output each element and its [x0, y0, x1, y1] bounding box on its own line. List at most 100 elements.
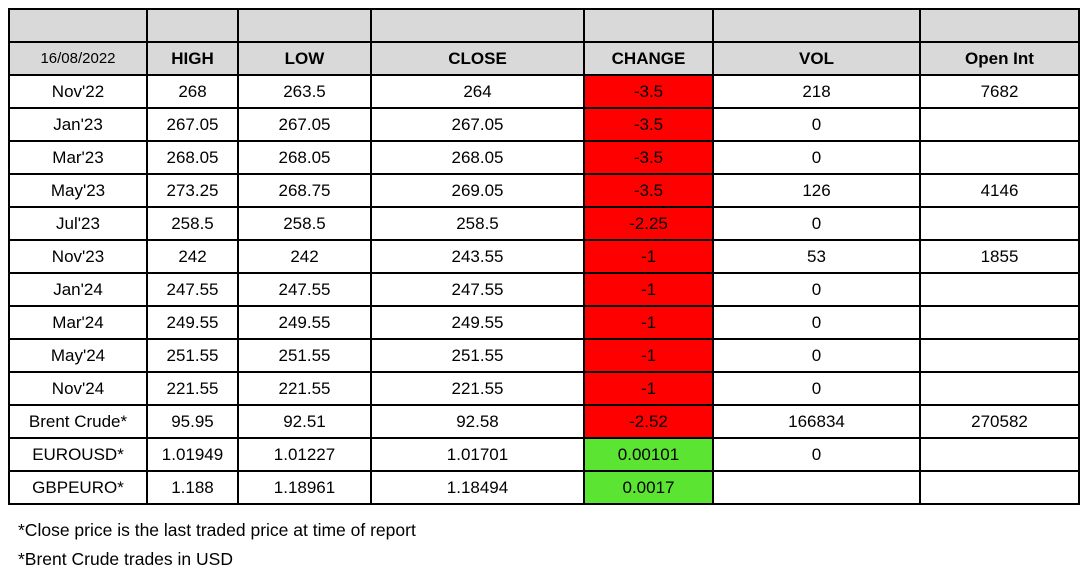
label-cell: Nov'24	[8, 371, 148, 406]
close-cell: 258.5	[370, 206, 585, 241]
footnote-brent-crude: *Brent Crude trades in USD	[18, 549, 233, 569]
change-cell: -3.5	[583, 107, 714, 142]
label-cell: EUROUSD*	[8, 437, 148, 472]
open-int-cell	[919, 470, 1080, 505]
low-cell: 258.5	[237, 206, 372, 241]
table-row: Nov'23 242 242 243.55 -1 53 1855	[8, 239, 1080, 274]
high-cell: 95.95	[146, 404, 239, 439]
empty-header-row	[8, 8, 1080, 43]
change-cell: 0.0017	[583, 470, 714, 505]
empty-cell	[712, 8, 921, 43]
high-cell: 1.01949	[146, 437, 239, 472]
table-row: Nov'22 268 263.5 264 -3.5 218 7682	[8, 74, 1080, 109]
vol-cell: 0	[712, 305, 921, 340]
vol-cell: 0	[712, 107, 921, 142]
open-int-cell	[919, 107, 1080, 142]
close-cell: 268.05	[370, 140, 585, 175]
close-cell: 1.01701	[370, 437, 585, 472]
table-row: May'23 273.25 268.75 269.05 -3.5 126 4146	[8, 173, 1080, 208]
vol-cell: 218	[712, 74, 921, 109]
close-cell: 264	[370, 74, 585, 109]
vol-cell	[712, 470, 921, 505]
header-high: HIGH	[146, 41, 239, 76]
open-int-cell: 1855	[919, 239, 1080, 274]
change-cell: -1	[583, 272, 714, 307]
vol-cell: 53	[712, 239, 921, 274]
table-row: Jan'23 267.05 267.05 267.05 -3.5 0	[8, 107, 1080, 142]
close-cell: 269.05	[370, 173, 585, 208]
table-row: Jul'23 258.5 258.5 258.5 -2.25 0	[8, 206, 1080, 241]
futures-price-table: 16/08/2022 HIGH LOW CLOSE CHANGE VOL Ope…	[8, 8, 1080, 505]
table-body: Nov'22 268 263.5 264 -3.5 218 7682 Jan'23 267.05…	[8, 74, 1080, 505]
high-cell: 247.55	[146, 272, 239, 307]
open-int-cell: 7682	[919, 74, 1080, 109]
high-cell: 267.05	[146, 107, 239, 142]
empty-cell	[8, 8, 148, 43]
report-date-cell: 16/08/2022	[8, 41, 148, 76]
vol-cell: 0	[712, 338, 921, 373]
open-int-cell	[919, 140, 1080, 175]
empty-cell	[583, 8, 714, 43]
change-cell: -2.25	[583, 206, 714, 241]
close-cell: 247.55	[370, 272, 585, 307]
open-int-cell	[919, 206, 1080, 241]
change-cell: -3.5	[583, 173, 714, 208]
header-low: LOW	[237, 41, 372, 76]
label-cell: Brent Crude*	[8, 404, 148, 439]
open-int-cell	[919, 371, 1080, 406]
label-cell: May'24	[8, 338, 148, 373]
open-int-cell	[919, 338, 1080, 373]
empty-cell	[370, 8, 585, 43]
open-int-cell	[919, 305, 1080, 340]
change-cell: -1	[583, 371, 714, 406]
label-cell: GBPEURO*	[8, 470, 148, 505]
table-row: Mar'24 249.55 249.55 249.55 -1 0	[8, 305, 1080, 340]
column-header-row: 16/08/2022 HIGH LOW CLOSE CHANGE VOL Ope…	[8, 41, 1080, 76]
close-cell: 243.55	[370, 239, 585, 274]
vol-cell: 0	[712, 206, 921, 241]
label-cell: Jan'24	[8, 272, 148, 307]
vol-cell: 0	[712, 140, 921, 175]
open-int-cell: 4146	[919, 173, 1080, 208]
vol-cell: 0	[712, 437, 921, 472]
vol-cell: 166834	[712, 404, 921, 439]
high-cell: 1.188	[146, 470, 239, 505]
open-int-cell	[919, 437, 1080, 472]
low-cell: 221.55	[237, 371, 372, 406]
low-cell: 267.05	[237, 107, 372, 142]
high-cell: 242	[146, 239, 239, 274]
empty-cell	[919, 8, 1080, 43]
label-cell: Mar'23	[8, 140, 148, 175]
table-row: GBPEURO* 1.188 1.18961 1.18494 0.0017	[8, 470, 1080, 505]
low-cell: 242	[237, 239, 372, 274]
change-cell: 0.00101	[583, 437, 714, 472]
high-cell: 268	[146, 74, 239, 109]
low-cell: 247.55	[237, 272, 372, 307]
close-cell: 1.18494	[370, 470, 585, 505]
empty-cell	[146, 8, 239, 43]
table-row: EUROUSD* 1.01949 1.01227 1.01701 0.00101 0	[8, 437, 1080, 472]
close-cell: 249.55	[370, 305, 585, 340]
high-cell: 273.25	[146, 173, 239, 208]
header-change: CHANGE	[583, 41, 714, 76]
table-row: Mar'23 268.05 268.05 268.05 -3.5 0	[8, 140, 1080, 175]
header-close: CLOSE	[370, 41, 585, 76]
low-cell: 1.01227	[237, 437, 372, 472]
high-cell: 258.5	[146, 206, 239, 241]
high-cell: 251.55	[146, 338, 239, 373]
close-cell: 221.55	[370, 371, 585, 406]
label-cell: Jul'23	[8, 206, 148, 241]
high-cell: 221.55	[146, 371, 239, 406]
change-cell: -1	[583, 305, 714, 340]
change-cell: -1	[583, 239, 714, 274]
open-int-cell: 270582	[919, 404, 1080, 439]
low-cell: 268.75	[237, 173, 372, 208]
close-cell: 251.55	[370, 338, 585, 373]
empty-cell	[237, 8, 372, 43]
vol-cell: 0	[712, 272, 921, 307]
label-cell: Nov'23	[8, 239, 148, 274]
header-open-int: Open Int	[919, 41, 1080, 76]
change-cell: -2.52	[583, 404, 714, 439]
change-cell: -3.5	[583, 74, 714, 109]
header-vol: VOL	[712, 41, 921, 76]
